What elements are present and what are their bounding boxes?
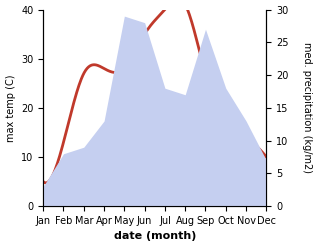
Y-axis label: max temp (C): max temp (C): [5, 74, 16, 142]
X-axis label: date (month): date (month): [114, 231, 196, 242]
Y-axis label: med. precipitation (kg/m2): med. precipitation (kg/m2): [302, 42, 313, 173]
